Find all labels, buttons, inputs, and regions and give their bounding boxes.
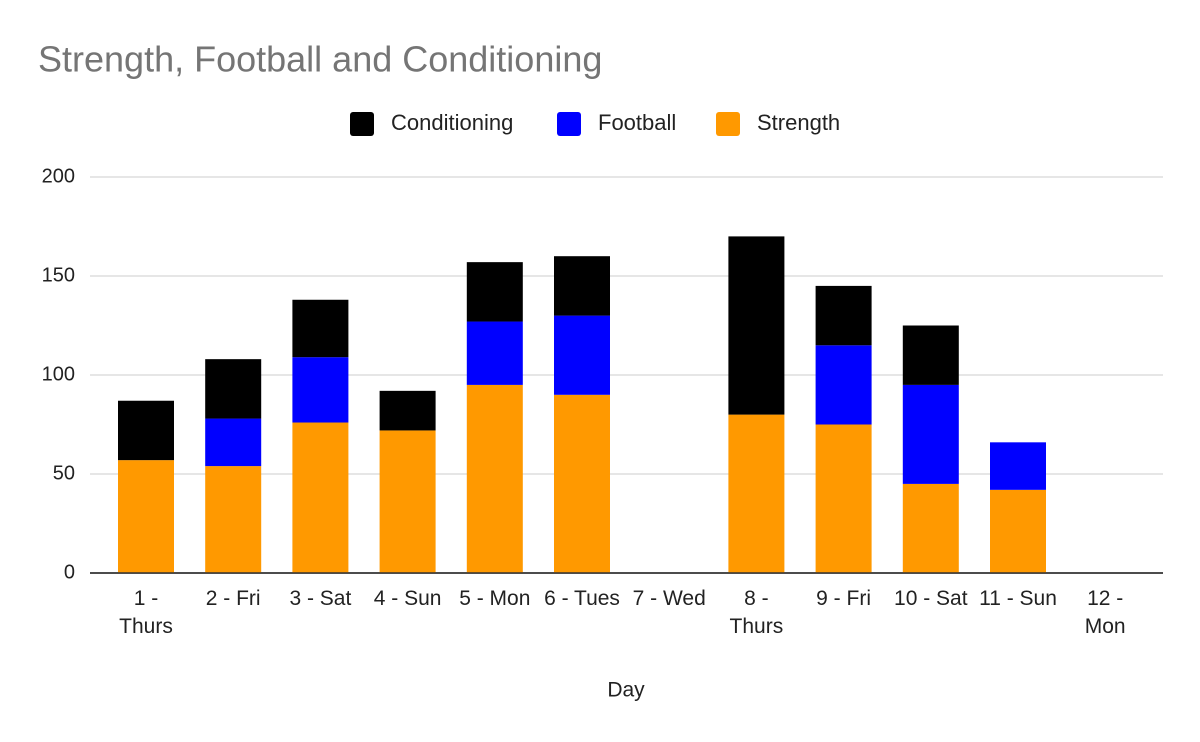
x-tick-label: 1 - Thurs — [119, 587, 173, 638]
bar-segment — [118, 460, 174, 573]
bar-segment — [554, 394, 610, 573]
x-tick-label: 6 - Tues — [544, 587, 620, 610]
bar-segment — [379, 430, 436, 573]
chart-title: Strength, Football and Conditioning — [38, 39, 602, 80]
bar-segment — [466, 384, 523, 573]
bar-segment — [292, 357, 349, 423]
x-tick-label: 12 - Mon — [1084, 587, 1126, 638]
bar-segment — [815, 345, 872, 425]
y-tick-label: 0 — [64, 561, 75, 583]
x-tick-label: 2 - Fri — [205, 587, 261, 610]
x-tick-label: 7 - Wed — [632, 587, 706, 610]
bar-segment — [466, 262, 523, 322]
bar-segment — [205, 418, 262, 467]
legend-swatch — [350, 112, 374, 136]
x-tick-label: 4 - Sun — [373, 587, 442, 610]
bar-segment — [728, 414, 785, 573]
bar-segment — [292, 299, 349, 358]
x-tick-label: 5 - Mon — [459, 587, 531, 610]
x-tick-label: 9 - Fri — [816, 587, 871, 610]
bar-segment — [728, 236, 785, 415]
bar-segment — [902, 483, 959, 573]
bar-segment — [815, 424, 872, 573]
x-tick-label: 3 - Sat — [289, 587, 352, 610]
legend-label: Football — [598, 110, 676, 135]
x-tick-label: 10 - Sat — [894, 587, 968, 610]
bar-segment — [466, 321, 523, 385]
bar-segment — [990, 489, 1046, 573]
bar-segment — [118, 400, 174, 461]
y-tick-label: 50 — [53, 462, 75, 484]
x-axis-label: Day — [607, 679, 645, 702]
legend-label: Strength — [757, 110, 840, 135]
bar-segment — [292, 422, 349, 573]
y-tick-label: 100 — [42, 363, 75, 385]
bar-segment — [815, 285, 872, 346]
x-tick-label: 8 - Thurs — [729, 587, 784, 638]
y-tick-label: 200 — [42, 165, 75, 187]
bar-segment — [554, 315, 610, 395]
bar-segment — [205, 359, 262, 419]
legend-swatch — [716, 112, 740, 136]
bar-segment — [379, 390, 436, 431]
y-tick-label: 150 — [42, 264, 75, 286]
bar-segment — [902, 325, 959, 385]
bar-segment — [990, 442, 1046, 490]
x-tick-label: 11 - Sun — [979, 587, 1057, 610]
legend-label: Conditioning — [391, 110, 513, 135]
bar-segment — [902, 384, 959, 484]
bar-segment — [554, 256, 610, 316]
bar-segment — [205, 466, 262, 573]
legend-swatch — [557, 112, 581, 136]
